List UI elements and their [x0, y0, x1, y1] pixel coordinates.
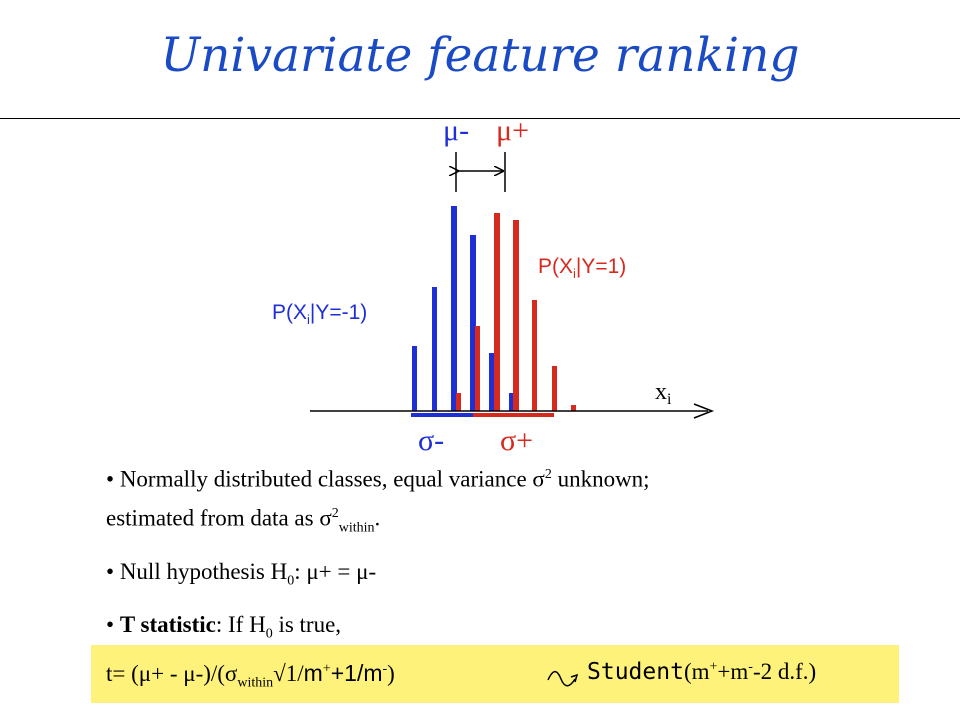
pos-bar	[475, 326, 480, 411]
bullet-marker: •	[106, 466, 120, 492]
distributed-as-tilde-icon	[547, 670, 579, 687]
t-statistic-formula: t= (μ+ - μ-)/(σwithin√1/m++1/m-)	[106, 660, 395, 691]
slide-title: Univariate feature ranking	[160, 28, 800, 83]
sigma-minus-label: σ-	[418, 424, 444, 457]
neg-bar	[412, 346, 417, 411]
sigma-plus-label: σ+	[500, 424, 533, 457]
neg-bar	[470, 235, 476, 411]
student-distribution: Student(m++m--2 d.f.)	[587, 659, 817, 685]
formula-highlight-box	[91, 645, 899, 703]
mu-minus-label: μ-	[443, 114, 469, 147]
bullet-null-hypothesis: • Null hypothesis H0: μ+ = μ-	[106, 559, 377, 589]
negative-class-bars	[412, 206, 514, 411]
neg-bar	[489, 353, 494, 411]
positive-class-bars	[456, 213, 576, 411]
title-divider	[0, 118, 960, 119]
distribution-diagram: μ- μ+ xi P(Xi|Y=-1) P(Xi|Y=1) σ- σ+	[272, 114, 715, 457]
pos-bar	[552, 366, 557, 411]
positive-distribution-label: P(Xi|Y=1)	[538, 255, 626, 281]
bullet-t-statistic: • T statistic: If H0 is true,	[106, 612, 342, 642]
bullet-normal-distribution: • Normally distributed classes, equal va…	[106, 466, 650, 535]
pos-bar	[513, 220, 519, 411]
bullet-marker: •	[106, 559, 120, 584]
mu-plus-label: μ+	[496, 114, 529, 147]
bullet-marker: •	[106, 612, 120, 637]
pos-bar	[571, 405, 576, 411]
pos-bar	[456, 393, 461, 411]
pos-bar	[532, 300, 537, 411]
neg-bar	[432, 287, 437, 411]
negative-distribution-label: P(Xi|Y=-1)	[272, 301, 367, 327]
neg-bar	[509, 393, 514, 411]
neg-bar	[451, 206, 457, 411]
x-axis-arrowhead	[693, 403, 715, 419]
pos-bar	[494, 213, 500, 411]
x-axis-label: xi	[655, 379, 672, 408]
